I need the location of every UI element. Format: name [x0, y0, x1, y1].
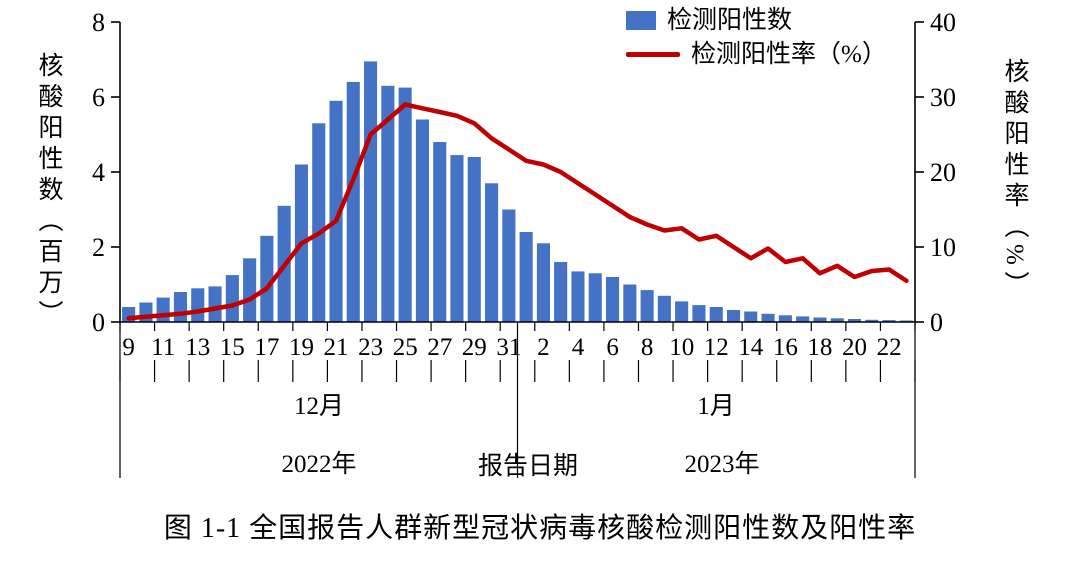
right-tick-label: 40 — [930, 8, 956, 37]
x-tick-label: 10 — [669, 334, 694, 361]
bar — [796, 316, 810, 322]
legend-line-swatch — [626, 52, 680, 57]
bar — [623, 284, 637, 322]
bar — [173, 292, 187, 322]
bar — [675, 301, 689, 322]
bar — [657, 295, 671, 323]
bar — [485, 183, 499, 323]
x-tick-label: 25 — [393, 334, 418, 361]
month-label-january: 1月 — [697, 393, 735, 420]
bar — [191, 288, 205, 323]
bar — [433, 142, 447, 322]
left-tick-label: 8 — [92, 8, 105, 37]
bar — [692, 305, 706, 322]
bar — [847, 319, 861, 322]
x-tick-label: 29 — [462, 334, 487, 361]
bar — [519, 232, 533, 322]
x-tick-label: 16 — [773, 334, 798, 361]
x-tick-label: 27 — [427, 334, 452, 361]
bar — [208, 286, 222, 322]
legend: 检测阳性数 检测阳性率（%） — [626, 8, 887, 67]
x-tick-label: 22 — [877, 334, 902, 361]
x-tick-label: 11 — [151, 334, 175, 361]
left-tick-label: 4 — [92, 158, 105, 187]
x-tick-label: 15 — [220, 334, 245, 361]
bar — [381, 85, 395, 323]
x-tick-label: 18 — [807, 334, 832, 361]
bar — [415, 119, 429, 322]
x-tick-label: 4 — [572, 334, 585, 361]
bar — [606, 277, 620, 322]
bar — [588, 273, 602, 323]
x-tick-label: 9 — [122, 334, 135, 361]
left-axis-title: 核酸阳性数（百万） — [35, 52, 62, 331]
x-tick-label: 21 — [324, 334, 349, 361]
left-tick-label: 6 — [92, 83, 105, 112]
bar — [225, 275, 239, 322]
bar — [502, 209, 516, 322]
bar — [536, 243, 550, 323]
bar — [346, 82, 360, 322]
bar — [571, 271, 585, 322]
bar — [761, 313, 775, 323]
bar — [778, 315, 792, 323]
x-tick-label: 2 — [537, 334, 550, 361]
bar — [156, 297, 170, 322]
bar — [640, 290, 654, 322]
x-tick-label: 13 — [185, 334, 210, 361]
left-tick-label: 2 — [92, 233, 105, 262]
right-tick-label: 20 — [930, 158, 956, 187]
bar — [312, 123, 326, 323]
year-label-2023: 2023年 — [684, 451, 760, 478]
bar — [260, 235, 274, 323]
bar — [243, 258, 257, 323]
legend-line-label: 检测阳性率（%） — [691, 41, 887, 68]
bar — [398, 87, 412, 322]
x-tick-label: 23 — [358, 334, 383, 361]
x-tick-label: 20 — [842, 334, 867, 361]
left-tick-label: 0 — [92, 308, 105, 337]
legend-bar-label: 检测阳性数 — [667, 7, 793, 34]
bar — [813, 317, 827, 322]
bar — [727, 310, 741, 322]
x-tick-label: 12 — [704, 334, 729, 361]
bar — [467, 157, 481, 322]
legend-item-bars: 检测阳性数 — [626, 8, 887, 33]
right-tick-label: 10 — [930, 233, 956, 262]
right-axis-title: 核酸阳性率（%） — [1001, 58, 1028, 302]
bar — [744, 311, 758, 322]
right-tick-label: 0 — [930, 308, 943, 337]
bar — [554, 262, 568, 322]
bar — [830, 318, 844, 323]
bar — [882, 320, 896, 322]
x-tick-label: 14 — [738, 334, 764, 361]
x-tick-label: 6 — [606, 334, 619, 361]
bar — [865, 319, 879, 323]
right-tick-label: 30 — [930, 83, 956, 112]
year-label-2022: 2022年 — [281, 451, 357, 478]
legend-bar-swatch — [626, 11, 656, 30]
figure-caption: 图 1-1 全国报告人群新型冠状病毒核酸检测阳性数及阳性率 — [163, 513, 917, 544]
x-tick-label: 19 — [289, 334, 314, 361]
rate-line — [126, 102, 909, 321]
bar — [329, 100, 343, 323]
bar — [450, 155, 464, 322]
bar — [709, 307, 723, 322]
x-tick-label: 8 — [641, 334, 654, 361]
x-axis-title: 报告日期 — [477, 453, 579, 480]
x-tick-label: 17 — [254, 334, 279, 361]
bar — [364, 61, 378, 323]
month-label-december: 12月 — [293, 393, 345, 420]
legend-item-line: 检测阳性率（%） — [626, 42, 887, 67]
